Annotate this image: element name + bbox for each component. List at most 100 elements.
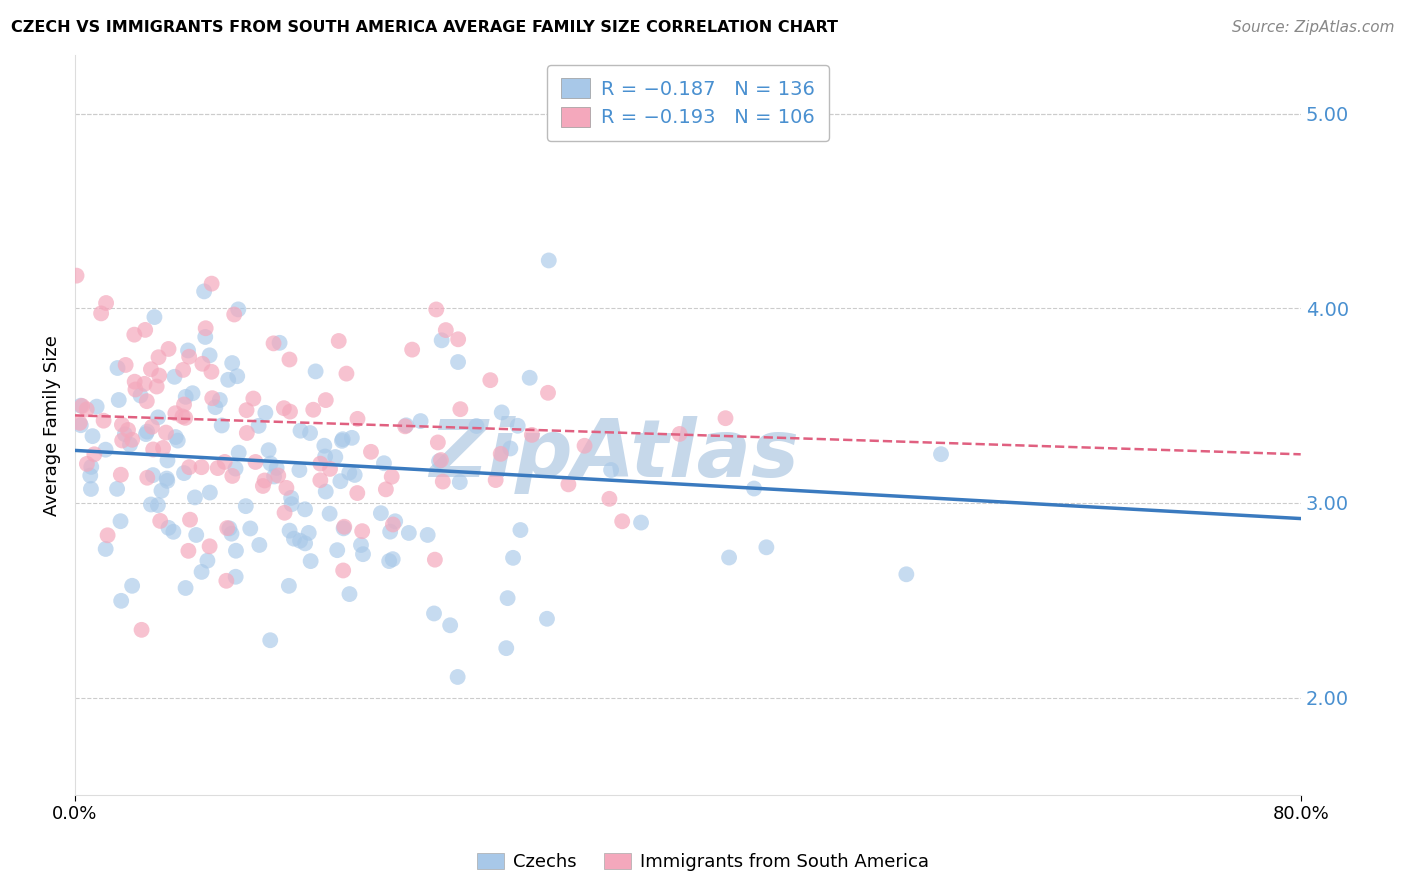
Point — [755, 541, 778, 555]
Point — [93, 414, 115, 428]
Point — [148, 350, 170, 364]
Point — [76, 457, 98, 471]
Point — [131, 623, 153, 637]
Point — [409, 414, 432, 428]
Point — [374, 483, 396, 497]
Point — [280, 497, 302, 511]
Point — [225, 461, 247, 475]
Point — [423, 552, 446, 566]
Point — [156, 453, 179, 467]
Point — [319, 462, 342, 476]
Point — [139, 362, 162, 376]
Point — [218, 521, 240, 535]
Point — [121, 433, 143, 447]
Point — [204, 400, 226, 414]
Point — [200, 365, 222, 379]
Point — [299, 425, 322, 440]
Point — [267, 468, 290, 483]
Point — [332, 521, 354, 535]
Point — [152, 441, 174, 455]
Point — [326, 543, 349, 558]
Point — [157, 342, 180, 356]
Point — [165, 430, 187, 444]
Point — [333, 520, 356, 534]
Point — [83, 447, 105, 461]
Point — [198, 485, 221, 500]
Point — [370, 506, 392, 520]
Point — [156, 474, 179, 488]
Point — [718, 550, 741, 565]
Point — [114, 358, 136, 372]
Point — [612, 514, 634, 528]
Point — [520, 428, 543, 442]
Point — [129, 388, 152, 402]
Point — [499, 442, 522, 456]
Point — [263, 336, 285, 351]
Point — [536, 612, 558, 626]
Point — [221, 469, 243, 483]
Point — [742, 482, 765, 496]
Point — [124, 327, 146, 342]
Point — [94, 296, 117, 310]
Point — [378, 524, 401, 539]
Point — [117, 423, 139, 437]
Point — [381, 552, 404, 566]
Point — [430, 453, 453, 467]
Point — [315, 393, 337, 408]
Point — [373, 456, 395, 470]
Point — [111, 434, 134, 448]
Point — [214, 455, 236, 469]
Point — [110, 467, 132, 482]
Point — [434, 323, 457, 337]
Point — [124, 375, 146, 389]
Point — [309, 473, 332, 487]
Point — [86, 400, 108, 414]
Point — [449, 402, 471, 417]
Point — [194, 330, 217, 344]
Point — [173, 397, 195, 411]
Point — [394, 419, 416, 434]
Point — [141, 419, 163, 434]
Point — [155, 425, 177, 440]
Point — [198, 348, 221, 362]
Point — [299, 554, 322, 568]
Point — [259, 633, 281, 648]
Point — [149, 514, 172, 528]
Point — [174, 390, 197, 404]
Point — [226, 302, 249, 317]
Point — [714, 411, 737, 425]
Point — [193, 285, 215, 299]
Point — [269, 335, 291, 350]
Point — [177, 544, 200, 558]
Point — [208, 392, 231, 407]
Point — [304, 364, 326, 378]
Point — [509, 523, 531, 537]
Point — [221, 356, 243, 370]
Point — [259, 457, 281, 471]
Point — [198, 539, 221, 553]
Point — [384, 514, 406, 528]
Point — [225, 570, 247, 584]
Point — [226, 369, 249, 384]
Point — [495, 641, 517, 656]
Point — [352, 524, 374, 538]
Point — [90, 306, 112, 320]
Point — [314, 450, 336, 464]
Point — [600, 463, 623, 477]
Point — [339, 587, 361, 601]
Point — [598, 491, 620, 506]
Point — [134, 323, 156, 337]
Point — [330, 434, 353, 448]
Point — [537, 253, 560, 268]
Point — [323, 450, 346, 464]
Point — [156, 471, 179, 485]
Point — [346, 412, 368, 426]
Point — [537, 385, 560, 400]
Point — [278, 352, 301, 367]
Point — [401, 343, 423, 357]
Point — [519, 371, 541, 385]
Point — [197, 554, 219, 568]
Point — [94, 541, 117, 556]
Point — [332, 564, 354, 578]
Point — [430, 334, 453, 348]
